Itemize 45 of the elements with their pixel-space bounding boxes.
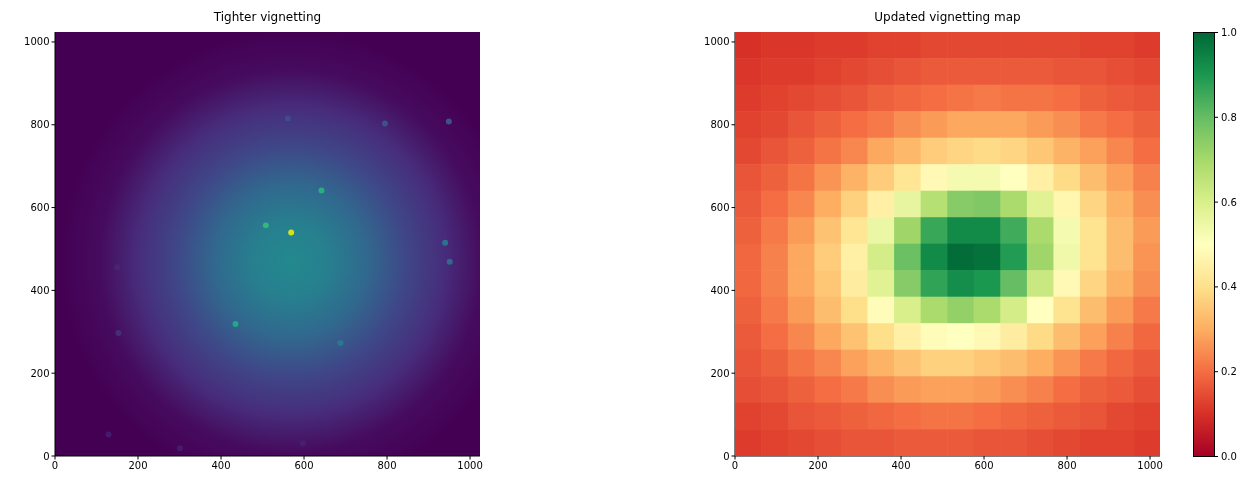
- chart-title: Updated vignetting map: [873, 9, 1022, 25]
- y-tick-label: 800: [710, 119, 730, 131]
- point: [262, 222, 269, 229]
- y-tick-label: 0: [723, 450, 730, 462]
- x-tick-label: 1000: [1137, 459, 1163, 471]
- color-bar-label: 0.2: [1221, 365, 1237, 377]
- x-tick-label: 600: [294, 459, 314, 471]
- point: [115, 330, 122, 336]
- x-tick-label: 200: [128, 459, 148, 471]
- point: [232, 320, 239, 327]
- x-tick-label: 600: [974, 459, 994, 471]
- point: [284, 115, 291, 122]
- point: [381, 120, 388, 127]
- x-tick-label: 400: [211, 459, 231, 471]
- y-tick-label: 200: [710, 367, 730, 379]
- color-bar-label: 0.8: [1221, 111, 1237, 123]
- point: [445, 118, 452, 125]
- y-tick-label: 0: [43, 450, 50, 462]
- x-tick-label: 0: [731, 459, 739, 471]
- color-bar-label: 1.0: [1221, 26, 1237, 38]
- point: [176, 445, 183, 452]
- point: [318, 187, 325, 194]
- y-tick-label: 400: [710, 284, 730, 296]
- y-tick-label: 400: [30, 284, 50, 296]
- y-tick-label: 600: [710, 202, 730, 214]
- x-tick-label: 800: [1057, 459, 1077, 471]
- point: [442, 239, 449, 246]
- color-bar-label: 0.0: [1221, 450, 1237, 462]
- color-bar-label: 0.4: [1221, 280, 1237, 292]
- color-bar-label: 0.6: [1221, 196, 1237, 208]
- y-tick-label: 800: [30, 119, 50, 131]
- x-tick-label: 200: [808, 459, 828, 471]
- point: [446, 258, 453, 265]
- point: [288, 229, 295, 236]
- x-tick-label: 800: [377, 459, 397, 471]
- x-tick-label: 1000: [457, 459, 483, 471]
- x-tick-label: 0: [51, 459, 59, 471]
- y-tick-label: 1000: [24, 36, 50, 48]
- point: [105, 431, 112, 438]
- y-tick-label: 200: [30, 367, 50, 379]
- point: [337, 339, 344, 346]
- y-tick-label: 1000: [704, 36, 730, 48]
- x-tick-label: 400: [891, 459, 911, 471]
- chart-title: Tighter vignetting: [212, 9, 323, 25]
- y-tick-label: 600: [30, 202, 50, 214]
